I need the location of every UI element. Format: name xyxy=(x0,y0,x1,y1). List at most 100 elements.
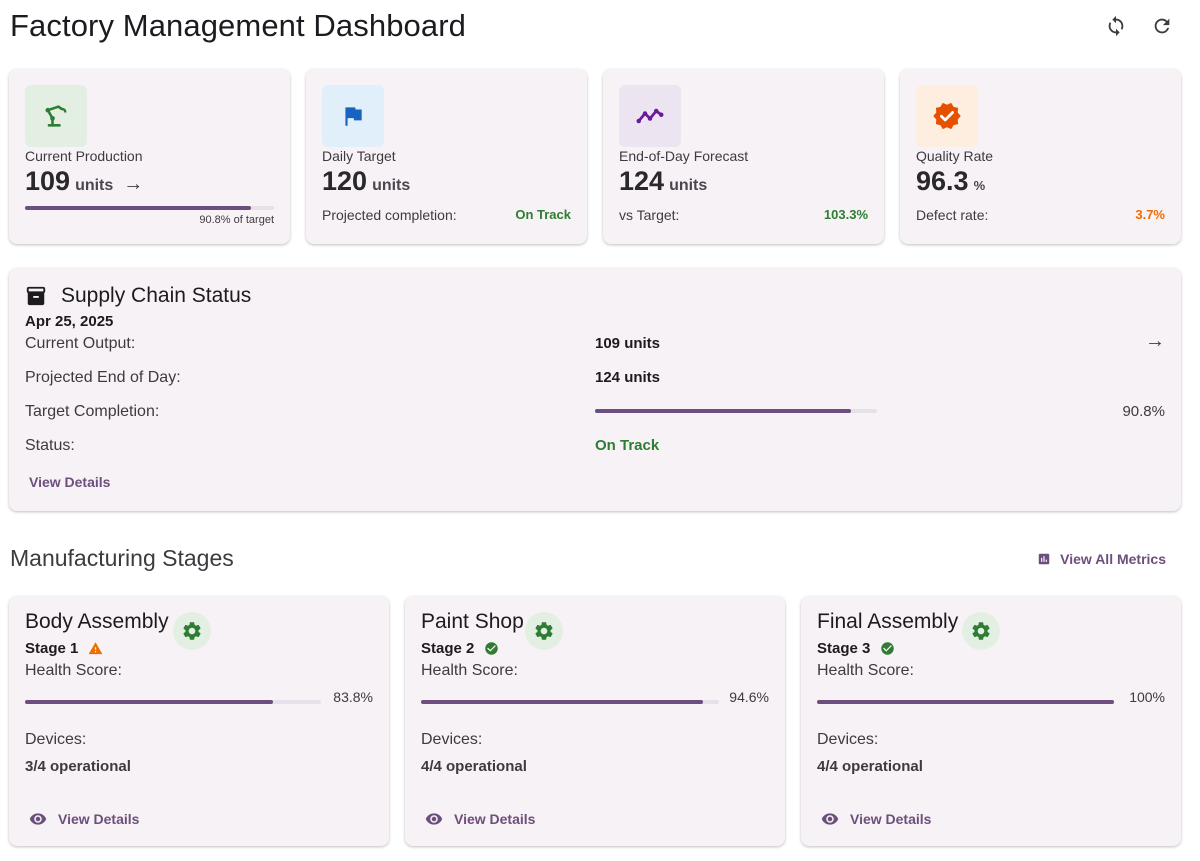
devices-value: 4/4 operational xyxy=(421,758,527,775)
stage-gear-badge xyxy=(173,612,211,650)
kpi-icon-box xyxy=(25,85,87,147)
kpi-sub-label: Projected completion: xyxy=(322,207,457,223)
kpi-icon-box xyxy=(619,85,681,147)
health-score-label: Health Score: xyxy=(421,662,518,679)
sync-button[interactable] xyxy=(1102,12,1130,40)
kpi-card-quality-rate: Quality Rate 96.3 % Defect rate: 3.7% xyxy=(900,69,1181,244)
kpi-sub-value: 3.7% xyxy=(1135,207,1165,222)
stage-name: Paint Shop xyxy=(421,610,524,633)
view-details-button[interactable]: View Details xyxy=(425,810,535,828)
eye-icon xyxy=(821,813,839,825)
devices-value: 4/4 operational xyxy=(817,758,923,775)
kpi-unit: units xyxy=(669,177,708,194)
stage-card-paint-shop: Paint Shop Stage 2 Health Score: 94.6% D… xyxy=(405,596,785,846)
stage-gear-badge xyxy=(962,612,1000,650)
health-score-fill xyxy=(817,700,1114,704)
stage-number: Stage 3 xyxy=(817,640,895,657)
health-score-pct: 83.8% xyxy=(333,689,373,705)
kpi-label: End-of-Day Forecast xyxy=(619,148,749,164)
section-title: Manufacturing Stages xyxy=(10,545,234,571)
kpi-unit: % xyxy=(973,178,986,193)
check-circle-icon xyxy=(880,641,895,656)
stage-number-label: Stage 2 xyxy=(421,640,475,657)
status-badge: On Track xyxy=(595,437,660,454)
archive-box-icon xyxy=(26,286,46,306)
target-completion-pct: 90.8% xyxy=(1122,403,1165,420)
supply-title: Supply Chain Status xyxy=(61,284,252,307)
kpi-sub-row: vs Target: 103.3% xyxy=(619,207,868,223)
gear-icon xyxy=(535,622,553,640)
kpi-sub-value: 103.3% xyxy=(823,207,868,222)
kpi-value: 109 units → xyxy=(25,166,143,197)
health-score-label: Health Score: xyxy=(25,662,122,679)
kpi-value: 96.3 % xyxy=(916,166,985,197)
production-progress-fill xyxy=(25,206,252,210)
supply-row-value: 109 units xyxy=(595,335,661,352)
kpi-card-current-production: Current Production 109 units → 90.8% of … xyxy=(9,69,290,244)
supply-row-label: Projected End of Day: xyxy=(25,369,181,386)
supply-title-row: Supply Chain Status xyxy=(25,284,251,308)
kpi-sub-row: Projected completion: On Track xyxy=(322,207,571,223)
view-details-button[interactable]: View Details xyxy=(821,810,931,828)
flag-icon xyxy=(345,107,362,126)
supply-row-label: Target Completion: xyxy=(25,403,160,420)
view-details-button[interactable]: View Details xyxy=(29,474,111,490)
target-completion-fill xyxy=(595,409,852,413)
health-score-bar xyxy=(25,700,321,704)
stage-number-label: Stage 1 xyxy=(25,640,79,657)
stage-gear-badge xyxy=(525,612,563,650)
supply-row-label: Current Output: xyxy=(25,335,136,352)
stage-number: Stage 2 xyxy=(421,640,499,657)
view-details-label: View Details xyxy=(58,811,140,827)
target-completion-bar xyxy=(595,409,877,413)
kpi-unit: units xyxy=(75,177,114,194)
eye-icon xyxy=(425,813,443,825)
supply-row-label: Status: xyxy=(25,437,75,454)
refresh-icon xyxy=(1154,18,1170,34)
devices-label: Devices: xyxy=(25,731,87,748)
kpi-number: 96.3 xyxy=(916,166,969,196)
trending-line-icon xyxy=(636,108,664,124)
supply-row-value: 124 units xyxy=(595,369,661,386)
view-all-metrics-button[interactable]: View All Metrics xyxy=(1037,551,1166,567)
stage-name: Final Assembly xyxy=(817,610,959,633)
check-circle-icon xyxy=(484,641,499,656)
eye-icon xyxy=(29,813,47,825)
trend-arrow-icon: → xyxy=(1145,330,1165,352)
view-details-button[interactable]: View Details xyxy=(29,810,139,828)
kpi-value: 124 units xyxy=(619,166,707,197)
health-score-bar xyxy=(421,700,719,704)
kpi-label: Quality Rate xyxy=(916,148,994,164)
robot-arm-icon xyxy=(45,105,67,127)
page-title: Factory Management Dashboard xyxy=(10,8,466,43)
devices-value: 3/4 operational xyxy=(25,758,131,775)
health-score-fill xyxy=(421,700,703,704)
verified-badge-icon xyxy=(933,102,961,130)
health-score-bar xyxy=(817,700,1114,704)
supply-date: Apr 25, 2025 xyxy=(25,313,114,330)
health-score-pct: 100% xyxy=(1129,689,1165,705)
kpi-value: 120 units xyxy=(322,166,410,197)
devices-label: Devices: xyxy=(817,731,879,748)
kpi-unit: units xyxy=(372,177,411,194)
kpi-label: Daily Target xyxy=(322,148,396,164)
kpi-sub-row: Defect rate: 3.7% xyxy=(916,207,1165,223)
health-score-pct: 94.6% xyxy=(729,689,769,705)
kpi-card-forecast: End-of-Day Forecast 124 units vs Target:… xyxy=(603,69,884,244)
bar-chart-icon xyxy=(1038,553,1050,565)
kpi-card-daily-target: Daily Target 120 units Projected complet… xyxy=(306,69,587,244)
kpi-label: Current Production xyxy=(25,148,143,164)
gear-icon xyxy=(972,622,990,640)
devices-label: Devices: xyxy=(421,731,483,748)
view-details-label: View Details xyxy=(850,811,932,827)
health-score-fill xyxy=(25,700,274,704)
gear-icon xyxy=(183,622,201,640)
kpi-number: 120 xyxy=(322,166,368,196)
kpi-sub-label: vs Target: xyxy=(619,207,680,223)
trend-arrow-icon: → xyxy=(123,173,144,195)
refresh-button[interactable] xyxy=(1148,12,1176,40)
stage-number-label: Stage 3 xyxy=(817,640,871,657)
view-all-metrics-label: View All Metrics xyxy=(1060,551,1166,567)
view-details-label: View Details xyxy=(454,811,536,827)
sync-icon xyxy=(1108,15,1124,37)
